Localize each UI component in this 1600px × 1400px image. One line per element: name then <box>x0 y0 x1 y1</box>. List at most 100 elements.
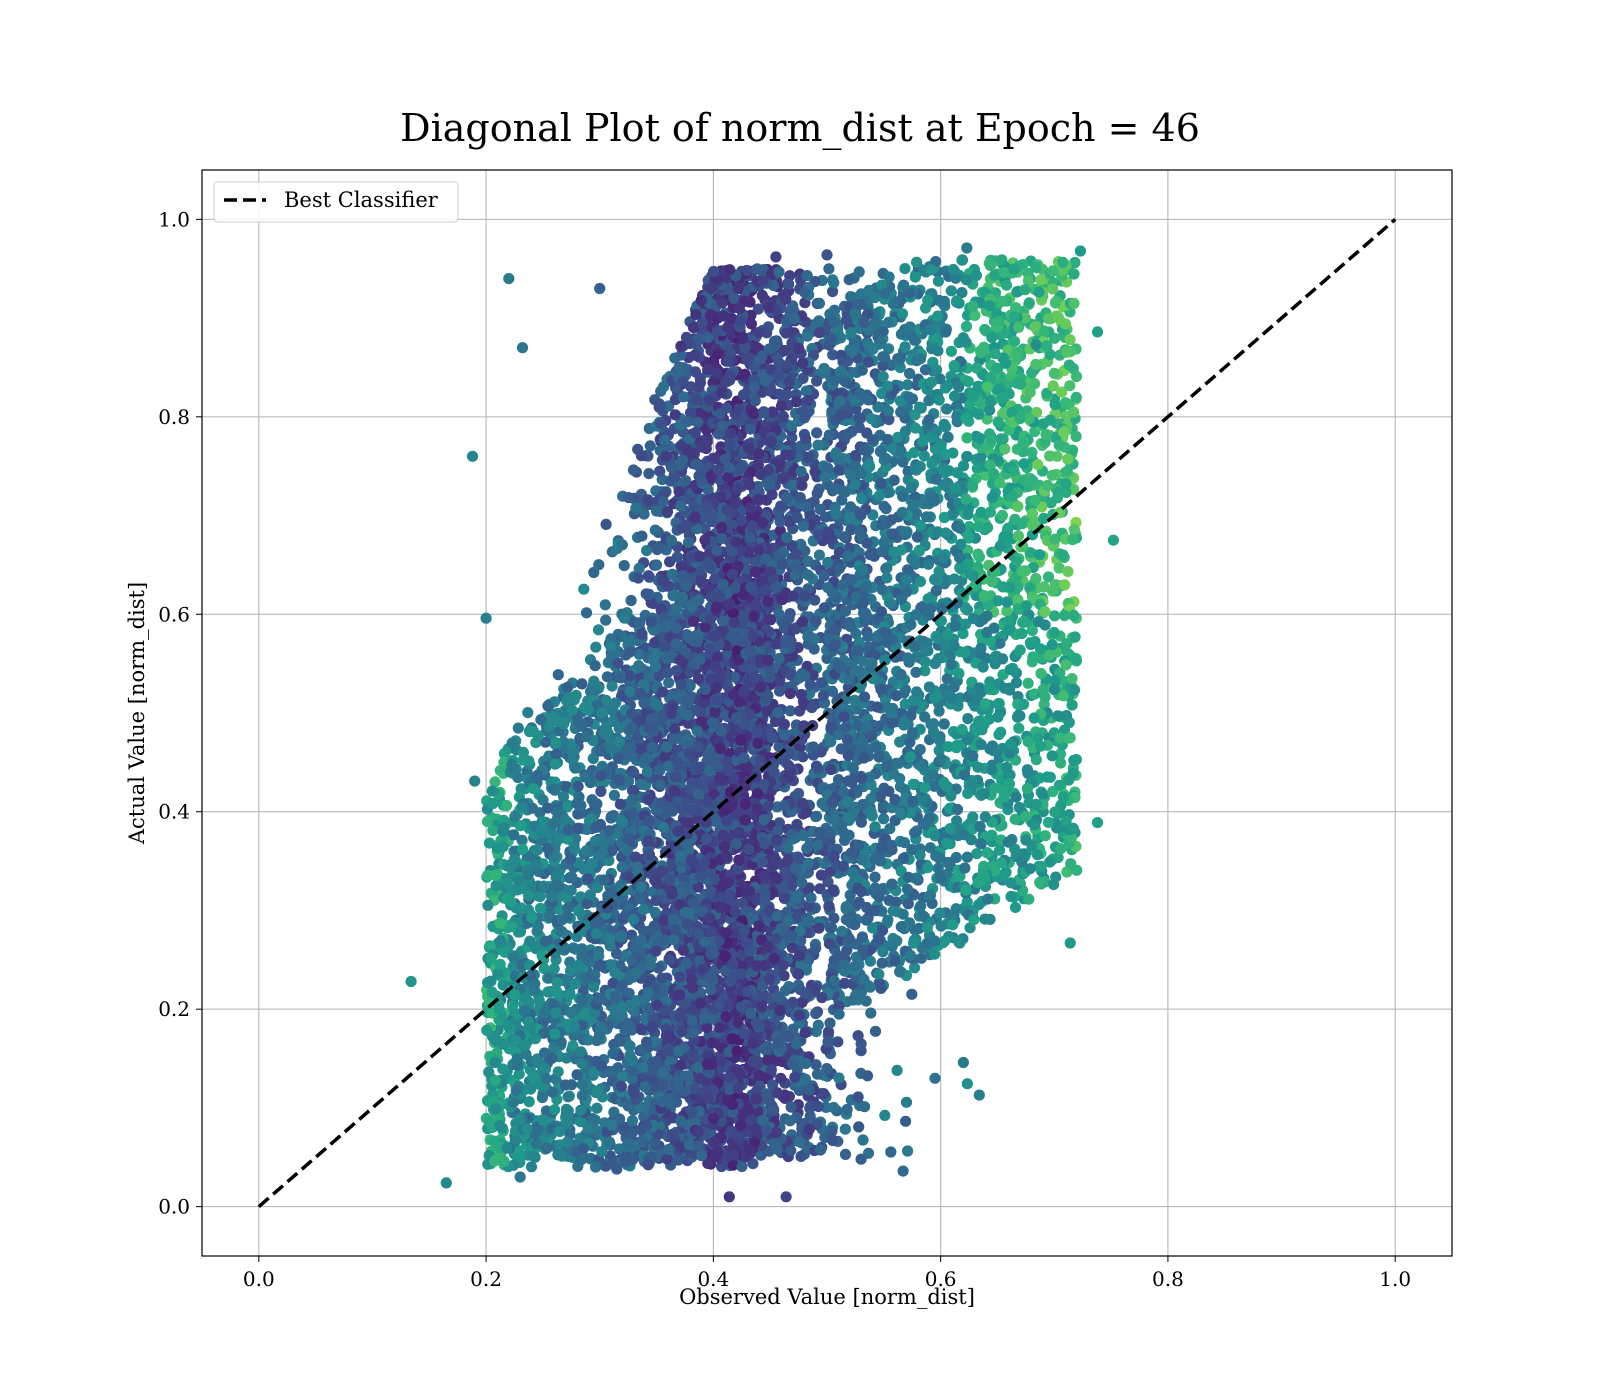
scatter-point <box>523 889 535 901</box>
scatter-point <box>1034 876 1046 889</box>
scatter-point <box>539 935 552 947</box>
scatter-point <box>635 450 648 462</box>
scatter-point <box>1043 313 1055 325</box>
scatter-point <box>879 1109 891 1121</box>
scatter-point <box>960 320 973 333</box>
scatter-point <box>827 349 839 361</box>
scatter-point <box>956 287 968 299</box>
scatter-point <box>909 271 921 283</box>
scatter-point <box>1009 901 1022 914</box>
scatter-point <box>932 275 945 287</box>
scatter-point <box>993 728 1005 741</box>
scatter-point <box>562 681 574 693</box>
scatter-point <box>1032 616 1044 628</box>
scatter-point <box>751 263 763 275</box>
scatter-point <box>918 450 931 462</box>
scatter-point <box>933 744 945 757</box>
scatter-point <box>852 1030 864 1042</box>
scatter-point <box>902 1145 914 1157</box>
scatter-point <box>1056 386 1068 398</box>
scatter-point <box>818 1088 830 1100</box>
scatter-point <box>924 842 937 854</box>
scatter-point <box>538 963 550 975</box>
scatter-point <box>813 922 825 934</box>
scatter-point <box>632 572 644 584</box>
scatter-point <box>643 468 655 480</box>
scatter-point <box>882 914 894 926</box>
scatter-point <box>654 465 666 477</box>
scatter-point <box>828 1101 840 1114</box>
scatter-point <box>900 1115 912 1127</box>
scatter-point <box>811 1068 824 1080</box>
scatter-point <box>986 764 998 776</box>
scatter-point <box>899 784 911 796</box>
scatter-point <box>1035 274 1047 286</box>
scatter-point <box>1013 722 1025 734</box>
scatter-point <box>512 722 524 734</box>
scatter-point <box>604 1150 616 1162</box>
scatter-point <box>552 669 564 681</box>
scatter-point <box>811 810 823 822</box>
scatter-point <box>941 403 953 415</box>
scatter-point <box>1037 788 1049 801</box>
scatter-point <box>810 760 823 772</box>
scatter-point <box>1069 256 1081 269</box>
scatter-point <box>813 549 826 561</box>
scatter-point <box>869 1025 882 1037</box>
scatter-point <box>891 1064 903 1076</box>
scatter-point <box>780 327 792 339</box>
scatter-point <box>842 428 854 440</box>
scatter-point <box>1063 716 1075 729</box>
scatter-point <box>895 328 908 340</box>
scatter-point <box>616 861 628 873</box>
scatter-point <box>591 1102 603 1114</box>
scatter-point <box>950 851 962 864</box>
scatter-point <box>857 1134 869 1146</box>
scatter-point <box>795 1150 807 1162</box>
scatter-point <box>992 416 1004 428</box>
scatter-point <box>906 988 918 1000</box>
scatter-point <box>1063 359 1075 371</box>
scatter-point <box>507 961 519 973</box>
scatter-point <box>625 594 637 607</box>
scatter-point <box>641 545 653 557</box>
scatter-point <box>486 986 498 998</box>
scatter-point <box>992 711 1004 723</box>
scatter-point <box>531 844 544 856</box>
scatter-point <box>948 573 960 585</box>
scatter-point <box>839 1123 851 1135</box>
scatter-point <box>651 543 663 556</box>
scatter-point <box>1000 279 1013 291</box>
scatter-point <box>975 451 987 464</box>
scatter-point <box>922 558 935 570</box>
scatter-point <box>633 562 645 575</box>
scatter-point <box>650 559 663 571</box>
scatter-point <box>823 263 835 275</box>
scatter-point <box>592 624 605 636</box>
scatter-point <box>801 842 813 855</box>
scatter-point <box>618 560 630 572</box>
scatter-point <box>883 343 895 355</box>
scatter-point <box>595 785 607 798</box>
scatter-point <box>979 469 992 481</box>
scatter-point <box>962 376 974 388</box>
scatter-point <box>853 266 865 278</box>
chart-title: Diagonal Plot of norm_dist at Epoch = 46 <box>400 106 1200 151</box>
scatter-point <box>917 910 929 922</box>
scatter-point <box>821 652 833 665</box>
scatter-point <box>752 303 764 315</box>
scatter-point <box>809 594 821 606</box>
scatter-point <box>945 345 958 357</box>
scatter-point <box>578 583 590 595</box>
scatter-point <box>919 711 931 723</box>
scatter-point <box>953 381 965 393</box>
scatter-point <box>600 614 612 626</box>
scatter-point <box>933 394 945 406</box>
scatter-point <box>957 628 969 640</box>
scatter-point <box>934 907 946 919</box>
scatter-point <box>864 955 877 967</box>
scatter-point <box>902 379 914 391</box>
scatter-point <box>807 669 819 682</box>
scatter-point <box>1048 610 1061 622</box>
scatter-point <box>914 744 926 756</box>
